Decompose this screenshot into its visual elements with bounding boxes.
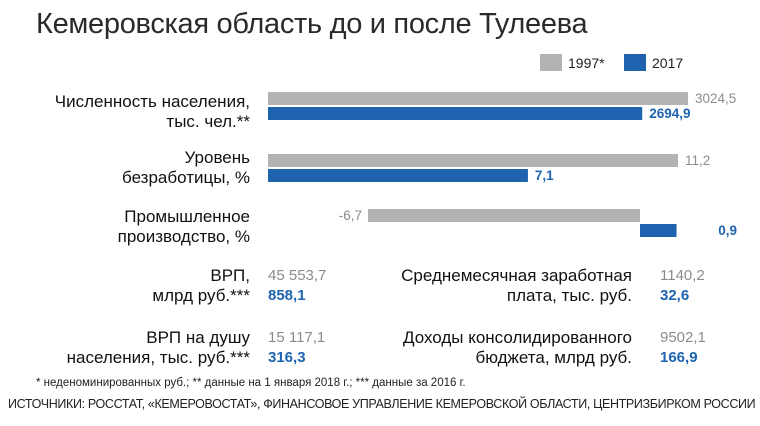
value-label-2017-cat-2: 0,9 — [718, 223, 737, 238]
stat-value-1997: 1140,2 — [660, 267, 705, 284]
stat-label-line: млрд руб.*** — [152, 286, 250, 305]
bar-2017-cat-1 — [268, 169, 528, 182]
legend-item-2017: 2017 — [624, 54, 683, 71]
category-label-line: Численность населения, — [54, 92, 250, 111]
stat-value-1997: 15 117,1 — [268, 329, 326, 346]
stat-value-2017: 858,1 — [268, 287, 306, 304]
category-label-line: производство, % — [117, 227, 250, 246]
legend-item-1997: 1997* — [540, 54, 605, 71]
legend-swatch-1997 — [540, 54, 562, 71]
sources: ИСТОЧНИКИ: РОССТАТ, «КЕМЕРОВОСТАТ», ФИНА… — [8, 397, 756, 411]
stat-values-salary: 1140,2 32,6 — [660, 266, 705, 306]
category-label-unemployment: Уровень безработицы, % — [122, 148, 250, 188]
bar-2017-cat-0 — [268, 107, 643, 120]
bar-1997-cat-0 — [268, 92, 688, 105]
bar-2017-cat-2 — [640, 224, 677, 237]
value-label-1997-cat-1: 11,2 — [685, 153, 710, 168]
stat-label-grp: ВРП, млрд руб.*** — [152, 266, 250, 306]
stat-values-budget: 9502,1 166,9 — [660, 328, 706, 368]
stat-label-line: населения, тыс. руб.*** — [66, 348, 250, 367]
stat-values-grp-per-capita: 15 117,1 316,3 — [268, 328, 325, 368]
chart-title: Кемеровская область до и после Тулеева — [36, 8, 588, 40]
category-label-line: Промышленное — [124, 207, 250, 226]
bar-1997-cat-1 — [268, 154, 678, 167]
value-label-2017-cat-0: 2694,9 — [649, 106, 690, 121]
category-label-line: безработицы, % — [122, 168, 250, 187]
stat-label-line: Доходы консолидированного — [402, 328, 632, 347]
stat-value-2017: 32,6 — [660, 287, 690, 304]
stat-value-2017: 166,9 — [660, 349, 698, 366]
stat-value-1997: 9502,1 — [660, 329, 706, 346]
stat-label-budget: Доходы консолидированного бюджета, млрд … — [403, 328, 632, 368]
stat-label-line: бюджета, млрд руб. — [475, 348, 632, 367]
value-label-2017-cat-1: 7,1 — [535, 168, 554, 183]
bar-1997-cat-2 — [368, 209, 640, 222]
category-label-industry: Промышленное производство, % — [118, 207, 250, 247]
legend-label-2017: 2017 — [652, 54, 684, 71]
stat-label-line: ВРП, — [210, 266, 250, 285]
legend-label-1997: 1997* — [568, 54, 605, 71]
category-label-population: Численность населения, тыс. чел.** — [55, 92, 250, 132]
footnote: * неденоминированных руб.; ** данные на … — [36, 377, 466, 389]
stat-label-line: Среднемесячная заработная — [401, 266, 632, 285]
category-label-line: тыс. чел.** — [166, 112, 250, 131]
stat-values-grp: 45 553,7 858,1 — [268, 266, 326, 306]
value-label-1997-cat-0: 3024,5 — [695, 91, 736, 106]
category-label-line: Уровень — [184, 148, 251, 167]
legend-swatch-2017 — [624, 54, 646, 71]
stat-value-2017: 316,3 — [268, 349, 306, 366]
stat-label-line: ВРП на душу — [146, 328, 250, 347]
stat-value-1997: 45 553,7 — [268, 267, 327, 284]
stat-label-line: плата, тыс. руб. — [506, 286, 632, 305]
stat-label-salary: Среднемесячная заработная плата, тыс. ру… — [401, 266, 632, 306]
stat-label-grp-per-capita: ВРП на душу населения, тыс. руб.*** — [67, 328, 250, 368]
value-label-1997-cat-2: -6,7 — [339, 208, 362, 223]
